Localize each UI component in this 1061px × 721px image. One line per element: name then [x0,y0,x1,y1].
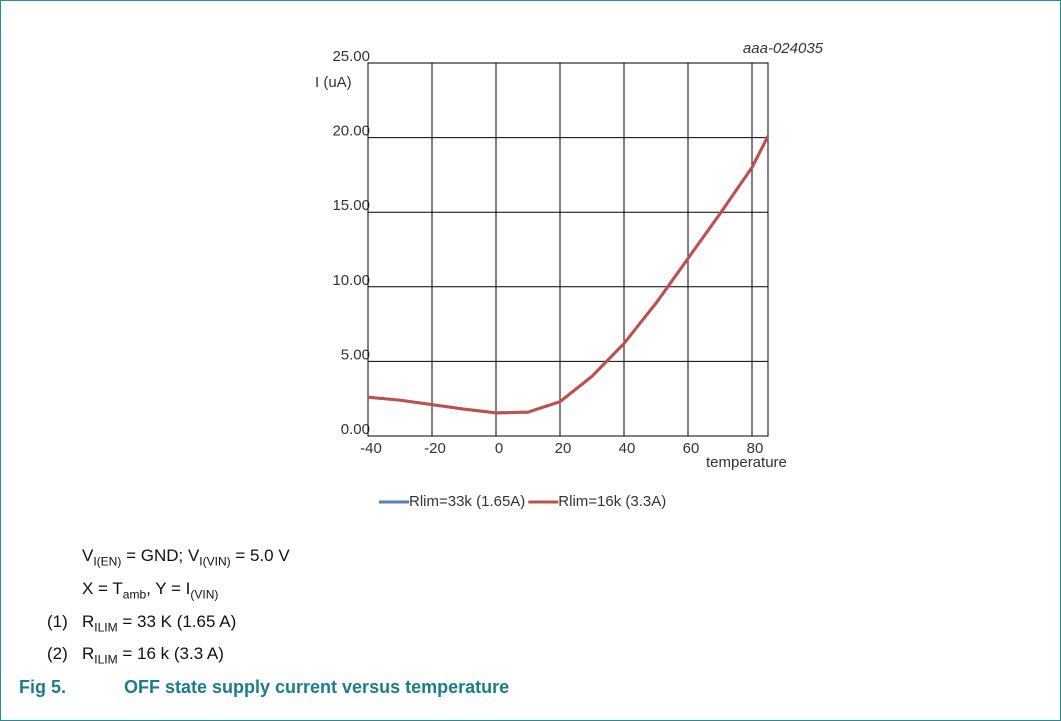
y-tick-label: 5.00 [341,346,370,363]
note-number: (1) [47,612,68,631]
text: R [82,644,95,663]
note-number: (2) [47,644,68,663]
note: RILIM = 33 K (1.65 A) [82,612,236,634]
condition: X = Tamb, Y = I(VIN) [82,579,218,601]
text: = GND; V [121,546,200,565]
x-tick-label: 20 [555,440,572,457]
caption-label: Fig 5. [19,677,67,697]
x-tick-label: -40 [360,440,382,457]
text: , Y = I [146,579,191,598]
text: = 5.0 V [230,546,290,565]
annotation: aaa-024035 [743,40,824,57]
subscript: (VIN) [190,587,219,602]
text: V [82,546,94,565]
chart: aaa-024035 I (uA) temperature 0.00 5.00 10… [315,40,824,510]
x-tick-label: 80 [747,440,764,457]
y-axis-label: I (uA) [315,74,352,91]
x-axis-label: temperature [706,454,787,471]
condition: VI(EN) = GND; VI(VIN) = 5.0 V [82,546,290,568]
y-tick-label: 15.00 [332,197,370,214]
caption: Fig 5. OFF state supply current versus te… [19,677,509,698]
y-tick-label: 25.00 [332,48,370,65]
series-line [367,135,770,415]
y-tick-label: 0.00 [341,421,370,438]
legend-label: Rlim=33k (1.65A) [409,493,525,510]
series-line [367,135,770,415]
subscript: I(EN) [93,554,122,569]
text: = 16 k (3.3 A) [117,644,224,663]
subscript: ILIM [94,652,118,667]
y-tick-label: 20.00 [332,123,370,140]
x-tick-label: 40 [619,440,636,457]
x-tick-label: 60 [683,440,700,457]
subscript: amb [122,587,147,602]
legend-label: Rlim=16k (3.3A) [558,493,666,510]
subscript: ILIM [94,620,118,635]
plot-area [367,62,769,437]
subscript: I(VIN) [199,554,231,569]
note: RILIM = 16 k (3.3 A) [82,644,224,666]
y-tick-label: 10.00 [332,272,370,289]
x-tick-label: -20 [424,440,446,457]
text: R [82,612,95,631]
x-tick-label: 0 [495,440,503,457]
caption-title: OFF state supply current versus temperat… [124,677,510,697]
text: X = T [82,579,123,598]
text: = 33 K (1.65 A) [117,612,237,631]
